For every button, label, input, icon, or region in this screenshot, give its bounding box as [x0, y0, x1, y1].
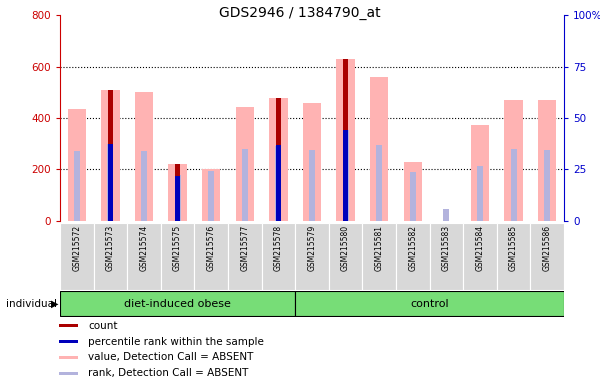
Text: diet-induced obese: diet-induced obese [124, 299, 231, 309]
Bar [202, 169, 220, 221]
Text: rank, Detection Call = ABSENT: rank, Detection Call = ABSENT [88, 368, 248, 378]
Bar [161, 223, 194, 290]
Bar [208, 171, 214, 221]
Bar [276, 98, 281, 221]
Bar [59, 340, 78, 343]
Text: count: count [88, 321, 118, 331]
Bar [60, 291, 295, 316]
Bar [477, 166, 483, 221]
Bar [269, 98, 287, 221]
Text: individual: individual [6, 299, 57, 309]
Text: GSM215579: GSM215579 [308, 225, 317, 271]
Bar [175, 176, 180, 221]
Bar [538, 100, 556, 221]
Text: GSM215582: GSM215582 [409, 225, 418, 271]
Bar [404, 162, 422, 221]
Text: GSM215586: GSM215586 [543, 225, 552, 271]
Bar [430, 223, 463, 290]
Bar [175, 175, 181, 221]
Text: GSM215572: GSM215572 [73, 225, 82, 271]
Bar [337, 59, 355, 221]
Bar [530, 223, 564, 290]
Text: GSM215576: GSM215576 [206, 225, 216, 271]
Bar [343, 59, 348, 221]
Bar [276, 145, 281, 221]
Bar [135, 93, 153, 221]
Bar [544, 150, 550, 221]
Bar [194, 223, 228, 290]
Bar [59, 372, 78, 375]
Bar [410, 172, 416, 221]
Bar [471, 124, 489, 221]
Bar [295, 223, 329, 290]
Bar [275, 146, 281, 221]
Bar [141, 151, 147, 221]
Bar [362, 223, 396, 290]
Bar [242, 149, 248, 221]
Bar [74, 151, 80, 221]
Bar [94, 223, 127, 290]
Text: GSM215585: GSM215585 [509, 225, 518, 271]
Bar [236, 106, 254, 221]
Bar [60, 223, 94, 290]
Text: control: control [410, 299, 449, 309]
Bar [68, 109, 86, 221]
Text: ▶: ▶ [51, 299, 59, 309]
Bar [309, 150, 315, 221]
Bar [108, 90, 113, 221]
Bar [396, 223, 430, 290]
Bar [108, 144, 113, 221]
Bar [127, 223, 161, 290]
Text: GSM215583: GSM215583 [442, 225, 451, 271]
Bar [343, 130, 348, 221]
Text: GSM215578: GSM215578 [274, 225, 283, 271]
Bar [101, 90, 119, 221]
Bar [59, 356, 78, 359]
Text: GSM215573: GSM215573 [106, 225, 115, 271]
Text: GSM215580: GSM215580 [341, 225, 350, 271]
Text: GSM215584: GSM215584 [476, 225, 485, 271]
Bar [295, 291, 564, 316]
Bar [59, 324, 78, 327]
Text: GSM215575: GSM215575 [173, 225, 182, 271]
Text: GSM215577: GSM215577 [240, 225, 250, 271]
Bar [343, 130, 349, 221]
Bar [505, 100, 523, 221]
Bar [329, 223, 362, 290]
Bar [511, 149, 517, 221]
Bar [169, 164, 187, 221]
Bar [463, 223, 497, 290]
Text: GDS2946 / 1384790_at: GDS2946 / 1384790_at [219, 6, 381, 20]
Bar [497, 223, 530, 290]
Bar [303, 103, 321, 221]
Bar [370, 77, 388, 221]
Bar [262, 223, 295, 290]
Bar [175, 164, 180, 221]
Bar [443, 209, 449, 221]
Text: percentile rank within the sample: percentile rank within the sample [88, 336, 264, 347]
Bar [107, 144, 113, 221]
Bar [376, 145, 382, 221]
Text: GSM215574: GSM215574 [139, 225, 149, 271]
Text: value, Detection Call = ABSENT: value, Detection Call = ABSENT [88, 353, 254, 362]
Bar [228, 223, 262, 290]
Text: GSM215581: GSM215581 [375, 225, 384, 271]
